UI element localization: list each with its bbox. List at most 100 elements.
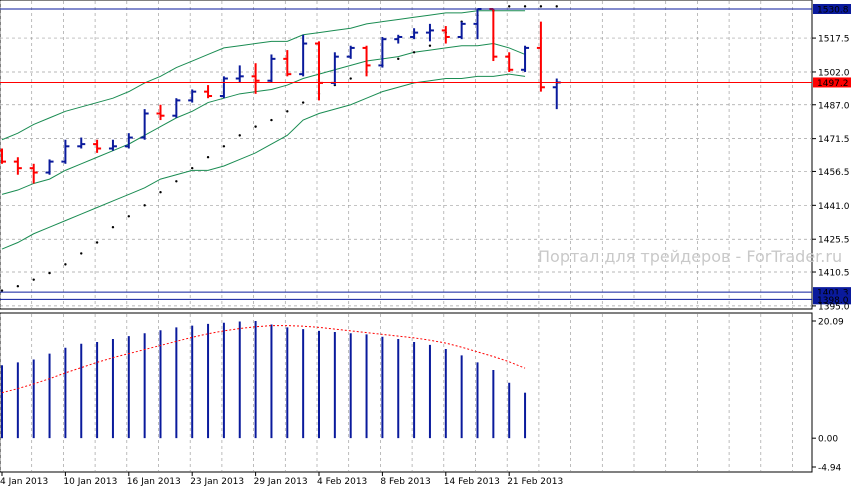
- signal-line: [1, 325, 526, 394]
- bb-upper-line: [1, 10, 526, 141]
- indicator-pane[interactable]: [0, 312, 813, 473]
- price-tick-label: 1456.5: [818, 168, 850, 178]
- time-axis: 4 Jan 2013 10 Jan 2013 16 Jan 2013 23 Jan 2…: [0, 472, 563, 487]
- price-label: 1497.2: [817, 79, 849, 89]
- ohlc-bar: [410, 28, 419, 40]
- ohlc-bar: [124, 133, 133, 149]
- ohlc-bar: [188, 89, 197, 103]
- price-tick-label: 1502.0: [818, 68, 850, 78]
- sar-point: [412, 51, 416, 54]
- ohlc-bar: [346, 45, 355, 59]
- sar-point: [191, 166, 194, 170]
- sar-point: [254, 125, 257, 128]
- sar-point: [301, 101, 305, 104]
- ohlc-bar: [251, 63, 260, 94]
- time-tick-label: 4 Feb 2013: [317, 477, 367, 487]
- bb-lower-line: [1, 73, 526, 250]
- ohlc-bar: [283, 50, 292, 77]
- sar-point: [64, 263, 67, 266]
- indicator-grid: [0, 314, 793, 471]
- price-label-box: [813, 287, 851, 298]
- price-tick-label: 1517.5: [818, 35, 850, 45]
- sar-point: [508, 5, 511, 8]
- ohlc-bar: [362, 45, 371, 77]
- ohlc-bar: [219, 76, 228, 99]
- price-bars: [0, 7, 561, 184]
- ohlc-bar: [267, 54, 276, 83]
- sar-point: [222, 145, 226, 148]
- sar-point: [143, 204, 146, 207]
- indicator-tick-label: 0.00: [818, 435, 838, 445]
- indicator-histogram: [1, 321, 527, 439]
- ohlc-bar: [172, 98, 181, 118]
- price-label-box: [813, 77, 851, 88]
- sar-point: [175, 180, 178, 183]
- sar-point: [16, 285, 20, 288]
- price-label-box: [813, 3, 851, 14]
- time-tick-label: 10 Jan 2013: [63, 477, 117, 487]
- ohlc-bar: [536, 21, 545, 92]
- sar-point: [111, 225, 115, 229]
- main-pane[interactable]: [0, 0, 813, 310]
- sar-point: [95, 241, 99, 244]
- price-tick-label: 1471.5: [818, 135, 850, 145]
- sar-point: [397, 57, 400, 61]
- time-tick-label: 23 Jan 2013: [190, 477, 244, 487]
- sar-point: [159, 191, 162, 194]
- sar-point: [206, 156, 210, 159]
- ohlc-bar: [77, 137, 86, 149]
- time-tick-label: 29 Jan 2013: [254, 477, 308, 487]
- price-label-box: [813, 294, 851, 305]
- price-tick-label: 1441.0: [818, 202, 850, 212]
- ohlc-bar: [0, 148, 6, 164]
- ohlc-bar: [93, 139, 102, 153]
- sar-point: [428, 44, 432, 47]
- ohlc-bar: [235, 65, 244, 83]
- ohlc-bar: [13, 157, 22, 175]
- ohlc-bar: [425, 23, 434, 42]
- indicator-axis: 20.09 0.00 -4.94: [812, 318, 844, 474]
- bollinger-bands: [1, 10, 526, 250]
- sar-point: [555, 5, 558, 8]
- time-tick-label: 21 Feb 2013: [507, 477, 563, 487]
- ohlc-bar: [29, 163, 38, 184]
- ohlc-bar: [61, 139, 70, 164]
- indicator-tick-label: -4.94: [818, 464, 842, 474]
- bb-middle-line: [1, 43, 526, 195]
- sar-point: [349, 77, 352, 80]
- sar-point: [0, 289, 4, 292]
- ohlc-bar: [204, 85, 213, 99]
- ohlc-bar: [156, 104, 165, 121]
- price-tick-label: 1425.5: [818, 236, 850, 246]
- ohlc-bar: [441, 26, 450, 44]
- time-tick-label: 16 Jan 2013: [127, 477, 181, 487]
- sar-point: [539, 5, 543, 8]
- time-tick-label: 8 Feb 2013: [380, 477, 430, 487]
- sar-point: [48, 271, 51, 275]
- sar-point: [270, 118, 273, 122]
- time-tick-label: 4 Jan 2013: [0, 477, 48, 487]
- sar-point: [127, 215, 130, 218]
- sar-point: [80, 252, 83, 255]
- price-tick-label: 1395.0: [818, 302, 850, 312]
- ohlc-bar: [45, 159, 54, 175]
- sar-point: [238, 134, 241, 137]
- ohlc-bar: [299, 34, 308, 77]
- sar-point: [32, 278, 35, 281]
- price-label: 1401.3: [817, 289, 849, 299]
- ohlc-bar: [505, 52, 514, 72]
- watermark: Портал для трейдеров - ForTrader.ru: [538, 247, 842, 266]
- ohlc-bar: [140, 109, 149, 140]
- ohlc-bar: [394, 34, 403, 44]
- indicator-tick-label: 20.09: [818, 318, 844, 328]
- time-tick-label: 14 Feb 2013: [444, 477, 500, 487]
- ohlc-bar: [521, 45, 530, 72]
- ohlc-bar: [378, 36, 387, 68]
- price-label: 1530.8: [817, 5, 849, 15]
- price-tick-label: 1410.5: [818, 269, 850, 279]
- sar-point: [523, 5, 527, 8]
- ohlc-bar: [108, 139, 117, 151]
- sar-point: [286, 110, 289, 113]
